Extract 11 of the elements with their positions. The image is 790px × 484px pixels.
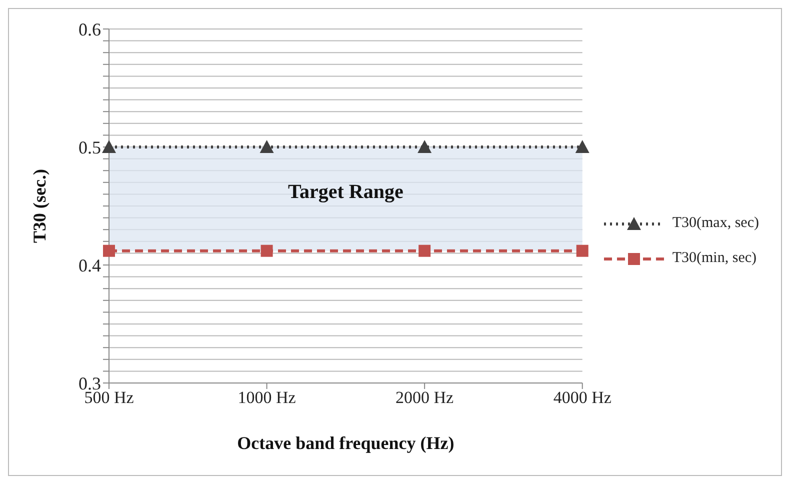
legend-label: T30(min, sec) — [672, 250, 756, 267]
x-tick-label: 2000 Hz — [396, 388, 454, 408]
x-tick-label: 1000 Hz — [238, 388, 296, 408]
y-axis-title: T30 (sec.) — [29, 169, 50, 243]
y-tick-label: 0.6 — [78, 19, 101, 40]
y-tick-label: 0.5 — [78, 137, 101, 158]
legend-label: T30(max, sec) — [672, 215, 759, 232]
band-label: Target Range — [288, 181, 404, 204]
x-tick-label: 4000 Hz — [553, 388, 612, 408]
x-axis-title: Octave band frequency (Hz) — [237, 433, 454, 453]
y-tick-label: 0.4 — [78, 255, 101, 276]
